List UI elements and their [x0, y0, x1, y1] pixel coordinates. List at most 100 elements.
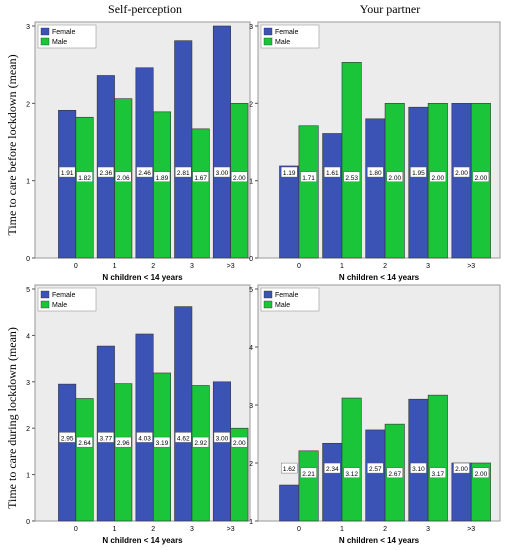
- data-label-box: [343, 171, 360, 182]
- data-label: 2.81: [177, 170, 190, 177]
- bar-male: [114, 383, 133, 522]
- data-label: 2.00: [475, 175, 488, 182]
- x-tick-label: 1: [113, 263, 117, 270]
- bar-female: [322, 442, 343, 522]
- x-tick-label: 0: [297, 263, 301, 270]
- legend-swatch-male: [263, 37, 273, 46]
- y-tick-label: 4: [26, 333, 30, 340]
- data-label-box: [213, 166, 231, 178]
- legend-frame: [260, 287, 320, 312]
- x-axis-label: N children < 14 years: [102, 536, 183, 545]
- x-tick-label: 0: [297, 526, 301, 533]
- bar-male: [75, 116, 94, 259]
- bar-female: [365, 118, 386, 259]
- x-tick-label: 3: [190, 526, 194, 533]
- data-label: 2.67: [388, 471, 401, 478]
- data-label-box: [153, 436, 171, 448]
- data-label: 2.92: [194, 440, 207, 447]
- legend-frame: [37, 287, 97, 312]
- legend-swatch-female: [263, 290, 273, 299]
- legend-label-female: Female: [275, 292, 298, 299]
- data-label: 4.62: [177, 435, 190, 442]
- legend-label-male: Male: [275, 39, 290, 46]
- x-axis-label: N children < 14 years: [339, 536, 420, 545]
- x-axis-label: N children < 14 years: [339, 273, 420, 282]
- data-label-box: [324, 166, 341, 178]
- data-label: 1.82: [78, 175, 91, 182]
- x-tick-label: 0: [74, 526, 78, 533]
- data-label: 4.03: [138, 435, 151, 442]
- bar-female: [212, 25, 231, 259]
- data-label: 3.10: [412, 466, 425, 473]
- data-label: 1.19: [283, 170, 296, 177]
- data-label: 2.06: [117, 175, 130, 182]
- data-label-box: [231, 436, 248, 448]
- x-tick-label: 2: [383, 263, 387, 270]
- data-label: 1.71: [302, 175, 315, 182]
- bar-male: [341, 62, 362, 259]
- data-label: 3.00: [216, 170, 229, 177]
- panels: 0 1 2 3 1.91 1.82 0 2.36 2.06 1 2.46 1.89 2 2.81 1.67 3…: [26, 21, 501, 545]
- x-tick-label: 1: [113, 526, 117, 533]
- bar-male: [341, 397, 362, 522]
- data-label-box: [429, 171, 447, 182]
- legend-label-male: Male: [52, 39, 67, 46]
- data-label-box: [97, 166, 115, 178]
- data-label: 2.34: [326, 466, 339, 473]
- x-tick-label: 0: [74, 263, 78, 270]
- panel-top-right: 0 1 2 3 1.19 1.71 0 1.61 2.53 1 1.80 2.00 2 1.95 2.00 3…: [249, 21, 501, 282]
- data-label: 3.19: [156, 440, 169, 447]
- bar-female: [279, 484, 300, 522]
- data-label: 2.00: [455, 170, 468, 177]
- data-label-box: [453, 462, 470, 474]
- y-tick-label: 0: [26, 519, 30, 526]
- data-label-box: [324, 462, 341, 474]
- y-tick-label: 1: [249, 179, 253, 186]
- data-label-box: [410, 462, 427, 474]
- legend-swatch-female: [263, 27, 273, 36]
- bar-female: [365, 429, 386, 522]
- bar-male: [191, 385, 210, 522]
- x-tick-label: 3: [190, 263, 194, 270]
- y-tick-label: 2: [249, 461, 253, 468]
- bar-male: [191, 128, 210, 259]
- data-label: 2.46: [138, 170, 151, 177]
- bar-female: [135, 333, 154, 522]
- bar-female: [58, 109, 77, 259]
- data-label-box: [115, 171, 132, 182]
- y-tick-label: 4: [249, 345, 253, 352]
- x-tick-label: 2: [383, 526, 387, 533]
- x-tick-label: 1: [340, 263, 344, 270]
- x-tick-label: >3: [227, 526, 235, 533]
- y-tick-label: 1: [249, 519, 253, 526]
- data-label: 3.00: [216, 435, 229, 442]
- data-label: 2.00: [431, 175, 444, 182]
- data-label: 1.67: [194, 175, 207, 182]
- data-label: 2.64: [78, 440, 91, 447]
- data-label: 1.89: [156, 175, 169, 182]
- data-label-box: [472, 467, 490, 478]
- data-label: 1.91: [61, 170, 74, 177]
- data-label: 2.21: [302, 471, 315, 478]
- legend-frame: [37, 24, 97, 49]
- data-label-box: [367, 166, 384, 178]
- y-tick-label: 0: [26, 256, 30, 263]
- data-label: 1.95: [412, 170, 425, 177]
- data-label: 2.96: [117, 440, 130, 447]
- data-label-box: [281, 462, 298, 474]
- y-tick-label: 1: [26, 179, 30, 186]
- bar-female: [174, 40, 193, 259]
- legend-swatch-male: [40, 300, 50, 309]
- bar-female: [58, 383, 77, 522]
- data-label-box: [136, 432, 153, 443]
- legend-swatch-female: [40, 290, 50, 299]
- y-tick-label: 1: [26, 473, 30, 480]
- bar-male: [230, 427, 249, 522]
- data-label-box: [300, 171, 317, 182]
- data-label-box: [97, 432, 115, 443]
- bar-male: [75, 398, 94, 522]
- legend-swatch-male: [40, 37, 50, 46]
- data-label-box: [213, 432, 231, 443]
- bar-male: [152, 111, 171, 259]
